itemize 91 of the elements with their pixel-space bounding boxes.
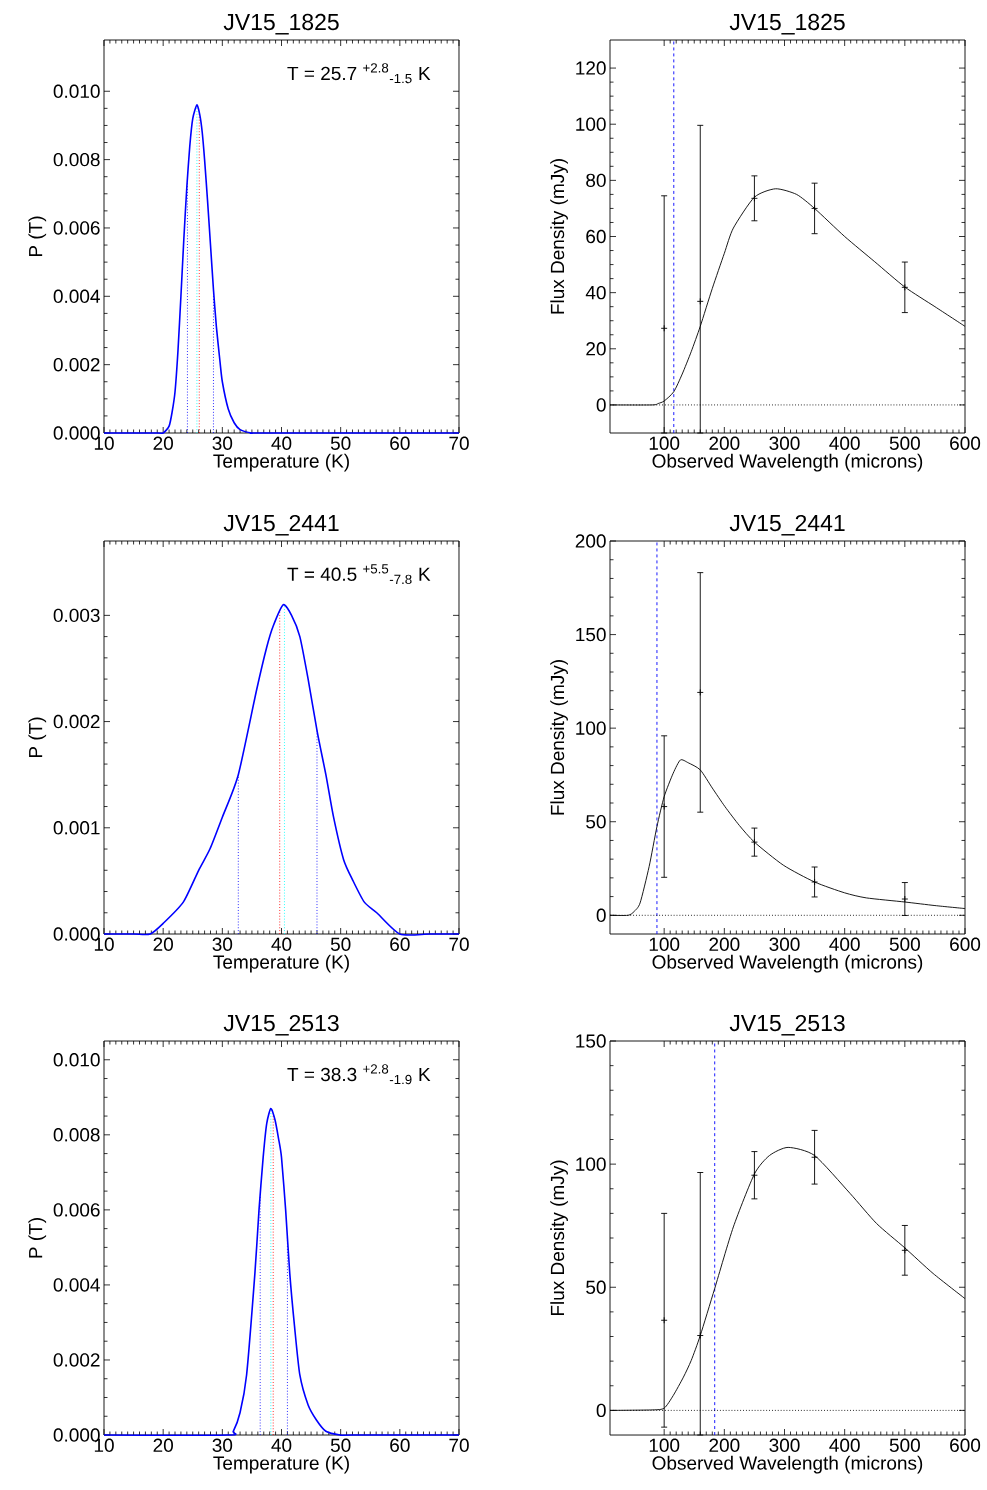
x-tick-label: 100 (649, 436, 680, 450)
x-tick-label: 500 (889, 1438, 920, 1452)
y-tick-label: 150 (576, 627, 606, 642)
y-tick-label: 0 (596, 1403, 606, 1418)
x-axis-title: Temperature (K) (213, 1455, 349, 1474)
x-tick-label: 200 (709, 937, 740, 951)
y-tick-label: 100 (576, 721, 606, 735)
y-tick-label: 50 (586, 815, 606, 829)
y-tick-label: 0.004 (53, 1278, 100, 1292)
x-tick-label: 600 (950, 436, 981, 450)
x-axis-title: Observed Wavelength (microns) (652, 954, 923, 973)
chart-title: JV15_2441 (729, 514, 845, 536)
x-tick-label: 300 (769, 1438, 800, 1452)
x-tick-label: 50 (330, 436, 351, 450)
y-tick-label: 150 (576, 1034, 606, 1048)
annotation: T = 40.5 $^{+5.5}$$_{-7.8}$ K (287, 564, 431, 585)
y-tick-label: 0.001 (53, 821, 100, 835)
x-tick-label: 500 (889, 937, 920, 951)
chart-title: JV15_2441 (223, 514, 339, 536)
x-tick-label: 400 (829, 1438, 860, 1452)
x-tick-label: 400 (829, 436, 860, 450)
y-tick-label: 0 (596, 398, 606, 412)
y-tick-label: 60 (586, 229, 606, 244)
y-tick-label: 0.008 (53, 1128, 100, 1142)
y-tick-label: 0.010 (53, 84, 100, 98)
y-tick-label: 0.006 (53, 1203, 100, 1217)
x-tick-label: 40 (271, 1438, 292, 1452)
chart-title: JV15_1825 (223, 13, 339, 35)
x-tick-label: 50 (330, 1438, 351, 1452)
x-tick-label: 30 (212, 937, 233, 951)
y-axis-title: P (T) (28, 216, 47, 257)
y-tick-label: 0.006 (53, 221, 100, 235)
x-tick-label: 70 (449, 937, 469, 951)
y-axis-title: Flux Density (mJy) (550, 159, 568, 314)
y-axis-title: Flux Density (mJy) (550, 660, 568, 815)
point (660, 1316, 668, 1324)
x-tick-label: 600 (950, 937, 981, 951)
y-tick-label: 0.008 (53, 152, 100, 167)
y-axis-title: P (T) (28, 1218, 47, 1258)
chart-title: JV15_2513 (729, 1014, 845, 1036)
x-tick-label: 100 (649, 937, 680, 951)
y-tick-label: 200 (575, 534, 606, 548)
x-tick-label: 30 (212, 1438, 233, 1452)
x-tick-label: 20 (153, 1438, 173, 1452)
x-tick-label: 300 (769, 436, 800, 450)
x-tick-label: 70 (449, 436, 469, 450)
x-tick-label: 60 (390, 436, 410, 450)
y-tick-label: 80 (586, 173, 606, 188)
x-tick-label: 60 (390, 937, 410, 951)
x-axis-title: Temperature (K) (213, 954, 349, 973)
y-tick-label: 0.004 (53, 289, 100, 304)
y-tick-label: 50 (586, 1280, 606, 1294)
y-tick-label: 0.003 (53, 608, 100, 623)
y-tick-label: 120 (576, 61, 606, 75)
x-tick-label: 100 (649, 1438, 680, 1452)
y-axis-title: P (T) (28, 717, 47, 758)
y-tick-label: 0.002 (53, 1353, 100, 1367)
y-tick-label: 0.010 (53, 1053, 100, 1067)
y-tick-label: 0.002 (53, 714, 100, 729)
x-tick-label: 70 (449, 1438, 469, 1452)
annotation: T = 38.3 $^{+2.8}$$_{-1.9}$ K (287, 1064, 431, 1085)
x-tick-label: 200 (709, 1438, 740, 1452)
x-tick-label: 400 (829, 937, 860, 951)
chart-title: JV15_1825 (729, 13, 845, 35)
y-tick-label: 40 (585, 285, 606, 300)
point (660, 324, 668, 332)
line-series (103, 1107, 460, 1436)
x-axis-title: Temperature (K) (213, 453, 349, 472)
point (660, 803, 668, 811)
x-axis-title: Observed Wavelength (microns) (652, 1455, 923, 1474)
annotation: T = 25.7 $^{+2.8}$$_{-1.5}$ K (287, 63, 431, 84)
line-series (103, 104, 460, 434)
x-tick-label: 50 (330, 937, 351, 951)
x-tick-label: 200 (709, 436, 740, 450)
y-tick-label: 20 (586, 342, 606, 356)
x-tick-label: 500 (889, 436, 920, 450)
y-tick-label: 0 (596, 908, 606, 923)
x-axis-title: Observed Wavelength (microns) (652, 453, 923, 472)
x-tick-label: 60 (390, 1438, 410, 1452)
x-tick-label: 40 (271, 937, 292, 951)
chart-title: JV15_2513 (223, 1014, 339, 1036)
y-tick-label: 100 (576, 1157, 606, 1171)
x-tick-label: 40 (271, 436, 292, 450)
y-tick-label: 100 (576, 117, 606, 131)
x-tick-label: 30 (212, 436, 233, 450)
x-tick-label: 20 (153, 937, 173, 951)
x-tick-label: 600 (950, 1438, 981, 1452)
y-axis-title: Flux Density (mJy) (550, 1160, 568, 1316)
x-tick-label: 300 (769, 937, 800, 951)
x-tick-label: 20 (153, 436, 173, 450)
y-tick-label: 0.002 (53, 357, 100, 372)
